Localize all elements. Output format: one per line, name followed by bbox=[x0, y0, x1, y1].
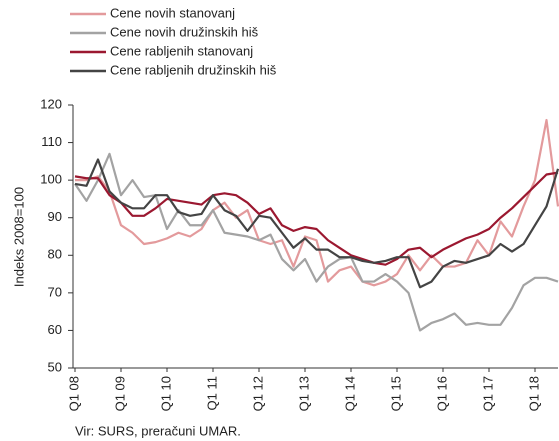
x-tick-label: Q1 16 bbox=[434, 376, 449, 411]
x-tick-label: Q1 12 bbox=[250, 376, 265, 411]
x-tick-label: Q1 14 bbox=[342, 376, 357, 411]
legend-label: Cene rabljenih družinskih hiš bbox=[110, 62, 277, 77]
x-tick-label: Q1 11 bbox=[204, 376, 219, 410]
legend-label: Cene novih stanovanj bbox=[110, 5, 235, 20]
y-tick-label: 100 bbox=[40, 172, 62, 187]
x-tick-label: Q1 15 bbox=[388, 376, 403, 411]
x-tick-label: Q1 13 bbox=[296, 376, 311, 411]
legend-label: Cene novih družinskih hiš bbox=[110, 24, 259, 39]
y-tick-label: 50 bbox=[48, 359, 62, 374]
x-tick-label: Q1 08 bbox=[66, 376, 81, 411]
series-line bbox=[74, 171, 559, 266]
y-tick-label: 70 bbox=[48, 284, 62, 299]
x-tick-label: Q1 10 bbox=[158, 376, 173, 411]
y-tick-label: 90 bbox=[48, 209, 62, 224]
series-line bbox=[75, 118, 559, 287]
y-tick-label: 110 bbox=[41, 134, 62, 149]
x-tick-label: Q1 18 bbox=[526, 376, 541, 411]
y-tick-label: 120 bbox=[40, 96, 62, 111]
y-tick-label: 80 bbox=[48, 247, 62, 262]
series-line bbox=[74, 158, 559, 289]
y-axis-label: Indeks 2008=100 bbox=[11, 187, 26, 287]
legend-label: Cene rabljenih stanovanj bbox=[110, 43, 253, 58]
source-note: Vir: SURS, preračuni UMAR. bbox=[75, 423, 241, 438]
y-tick-label: 60 bbox=[48, 322, 62, 337]
x-tick-label: Q1 09 bbox=[112, 376, 127, 411]
x-tick-label: Q1 17 bbox=[480, 376, 495, 411]
